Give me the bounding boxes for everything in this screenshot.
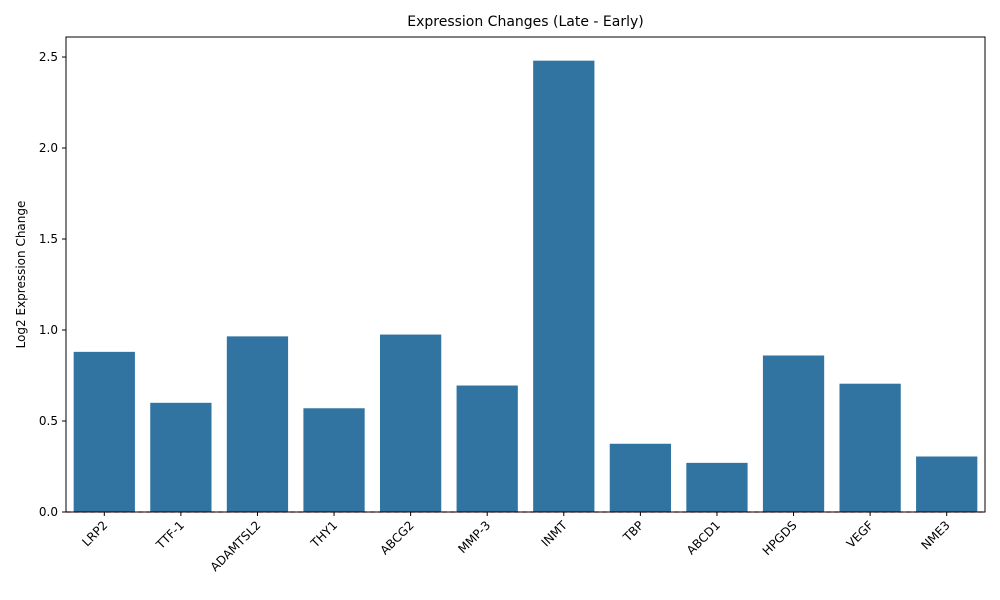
x-tick-label: MMP-3: [455, 518, 493, 556]
x-tick-label: THY1: [307, 518, 340, 551]
bar-hpgds: [762, 355, 825, 512]
x-tick-label: LRP2: [79, 518, 110, 549]
y-tick-label: 2.0: [39, 141, 58, 155]
bar-vegf: [839, 383, 901, 512]
x-tick-label: TBP: [620, 518, 647, 545]
x-tick-label: TTF-1: [153, 518, 187, 552]
y-tick-label: 0.0: [39, 505, 58, 519]
chart-title: Expression Changes (Late - Early): [407, 14, 644, 30]
plot-frame: [65, 36, 986, 513]
bar-tbp: [609, 443, 672, 512]
y-tick-label: 1.0: [39, 323, 58, 337]
x-tick-label: HPGDS: [760, 518, 800, 558]
y-tick-label: 1.5: [39, 232, 58, 246]
x-tick-label: ABCG2: [377, 518, 416, 557]
bar-mmp-3: [456, 385, 518, 512]
bar-abcd1: [686, 462, 748, 512]
bars-group: [73, 60, 978, 513]
bar-adamtsl2: [226, 336, 289, 512]
x-tick-label: ABCD1: [684, 518, 723, 557]
y-tick-label: 0.5: [39, 414, 58, 428]
x-tick-label: INMT: [539, 518, 571, 550]
x-axis-ticks: LRP2 TTF-1 ADAMTSL2 THY1 ABCG2 MMP-3 INMT TBP AB…: [79, 512, 953, 574]
bar-nme3: [916, 456, 978, 512]
x-tick-label: VEGF: [844, 518, 877, 551]
bar-thy1: [303, 408, 365, 512]
bar-lrp2: [73, 351, 135, 512]
bar-inmt: [533, 60, 595, 513]
y-tick-label: 2.5: [39, 50, 58, 64]
bar-abcg2: [379, 334, 442, 512]
bar-ttf-1: [150, 402, 212, 512]
y-axis-title: Log2 Expression Change: [14, 201, 28, 349]
x-tick-label: NME3: [919, 518, 953, 552]
y-axis-ticks: 0.0 0.5 1.0 1.5 2.0 2.5: [39, 50, 66, 519]
x-tick-label: ADAMTSL2: [208, 518, 264, 574]
